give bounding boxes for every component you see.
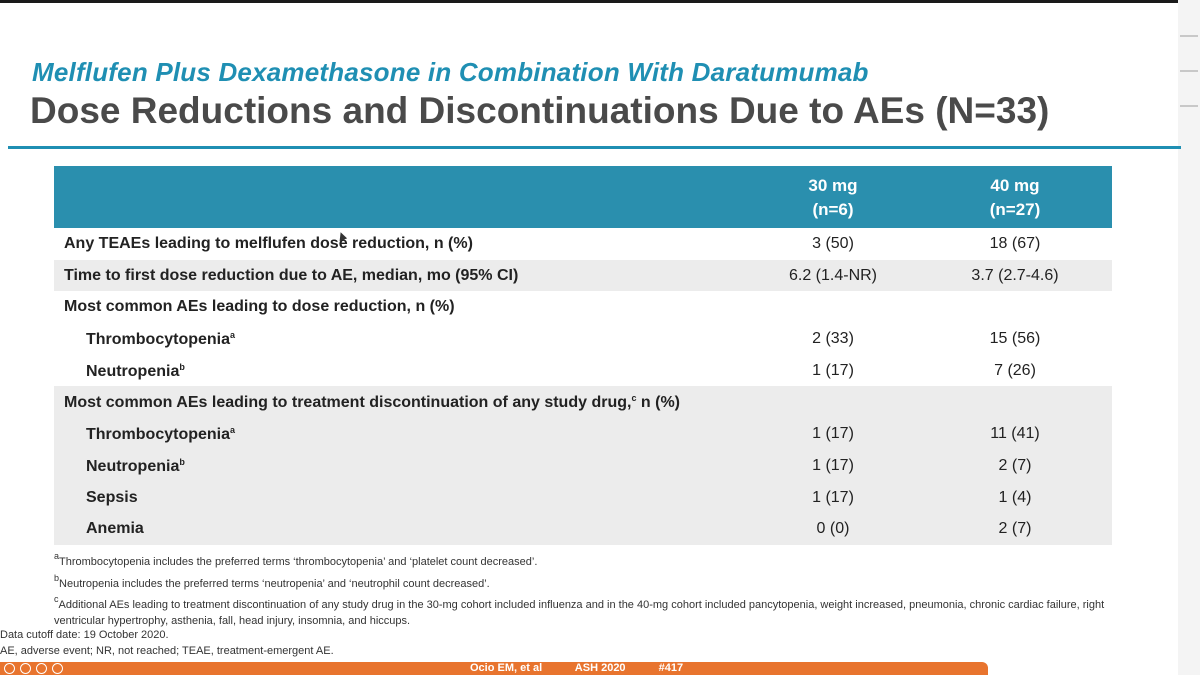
citation-meeting: ASH 2020 [574,662,626,674]
cell-40mg: 7 (26) [994,361,1036,379]
data-cutoff: Data cutoff date: 19 October 2020. [0,629,169,641]
slide-title: Dose Reductions and Discontinuations Due… [30,90,1050,131]
row-label: Anemia [86,520,144,538]
footnote-marker: b [179,361,185,372]
table-header: 30 mg (n=6) 40 mg (n=27) [54,166,1112,228]
column-header-30mg: 30 mg (n=6) [763,174,903,222]
row-label-text: Most common AEs leading to dose reductio… [64,298,455,316]
cell-30mg: 1 (17) [812,488,854,506]
column-header-n: (n=6) [812,200,854,219]
row-label-text: Neutropenia [86,362,180,380]
footnote-marker: a [54,551,60,561]
cell-30mg: 1 (17) [812,361,854,379]
row-label-text: Thrombocytopenia [86,331,231,349]
previous-slide-icon[interactable] [4,663,15,674]
table-row: Any TEAEs leading to melflufen dose redu… [54,228,1112,260]
title-divider [8,146,1181,149]
pen-icon[interactable] [20,663,31,674]
cell-40mg: 3.7 (2.7-4.6) [971,266,1059,284]
row-label-text: Any TEAEs leading to melflufen dose redu… [64,235,473,252]
row-label-text: Neutropenia [86,457,180,475]
column-header-40mg: 40 mg (n=27) [945,174,1085,222]
row-label-text: Thrombocytopenia [86,426,231,444]
right-scrollbar[interactable] [1178,0,1200,675]
row-label: Most common AEs leading to dose reductio… [64,298,455,316]
row-label: Neutropeniab [86,362,185,381]
footnote-marker: a [230,425,236,436]
footnote-b: bNeutropenia includes the preferred term… [54,571,1124,593]
row-label: Thrombocytopeniaa [86,425,235,444]
table-row: Thrombocytopeniaa 1 (17) 11 (41) [54,418,1112,450]
column-header-dose: 30 mg [808,176,858,195]
scroll-mark [1180,70,1198,72]
column-header-dose: 40 mg [990,176,1040,195]
row-label-text: Most common AEs leading to treatment dis… [64,394,632,412]
table-row: Anemia 0 (0) 2 (7) [54,513,1112,545]
row-label-suffix: n (%) [636,394,680,412]
cell-30mg: 3 (50) [812,235,854,252]
footnote-text: Neutropenia includes the preferred terms… [59,577,490,590]
footnote-a: aThrombocytopenia includes the preferred… [54,549,1124,571]
row-label: Most common AEs leading to treatment dis… [64,393,680,412]
cell-40mg: 1 (4) [998,488,1032,506]
table-row: Most common AEs leading to treatment dis… [54,386,1112,419]
more-options-icon[interactable] [52,663,63,674]
row-label: Time to first dose reduction due to AE, … [64,267,518,285]
cell-30mg: 0 (0) [816,520,850,538]
table-row: Neutropeniab 1 (17) 2 (7) [54,449,1112,482]
footnote-text: Thrombocytopenia includes the preferred … [59,556,538,568]
cell-40mg: 11 (41) [990,425,1040,443]
abbreviations: AE, adverse event; NR, not reached; TEAE… [0,645,334,657]
row-label-text: Sepsis [86,488,138,506]
footnote-marker: c [54,594,59,604]
column-header-n: (n=27) [989,200,1041,219]
footer-bar [0,662,988,675]
ae-table: 30 mg (n=6) 40 mg (n=27) Any TEAEs leadi… [54,166,1112,545]
cell-40mg: 15 (56) [989,330,1041,348]
row-label: Neutropeniab [86,457,185,476]
footnote-marker: c [631,393,637,404]
citation: Ocio EM, et al ASH 2020 #417 [470,662,713,675]
footnote-text: Additional AEs leading to treatment disc… [54,599,1105,627]
row-label: Any TEAEs leading to melflufen dose redu… [64,235,473,253]
row-label-text: Time to first dose reduction due to AE, … [64,266,519,284]
cell-30mg: 6.2 (1.4-NR) [788,266,878,284]
table-row: Neutropeniab 1 (17) 7 (26) [54,355,1112,387]
row-label: Thrombocytopeniaa [86,330,235,349]
footnote-marker: b [179,456,185,467]
slide-meta: Data cutoff date: 19 October 2020. AE, a… [0,627,334,659]
citation-poster: #417 [658,662,684,674]
footnote-marker: a [230,330,236,341]
zoom-icon[interactable] [36,663,47,674]
cell-40mg: 2 (7) [998,520,1032,538]
scroll-mark [1180,105,1198,107]
row-label-text: Anemia [86,520,144,538]
table-body: Any TEAEs leading to melflufen dose redu… [54,228,1112,545]
table-row: Sepsis 1 (17) 1 (4) [54,481,1112,514]
citation-author: Ocio EM, et al [470,662,543,674]
cell-30mg: 2 (33) [812,330,854,348]
scroll-mark [1180,35,1198,37]
footnote-marker: b [54,572,60,583]
footnotes: aThrombocytopenia includes the preferred… [54,549,1124,629]
top-border [0,0,1200,3]
table-row: Thrombocytopeniaa 2 (33) 15 (56) [54,323,1112,355]
row-label: Sepsis [86,489,138,507]
table-row: Most common AEs leading to dose reductio… [54,291,1112,323]
footnote-c: cAdditional AEs leading to treatment dis… [54,592,1124,629]
slide-subtitle: Melflufen Plus Dexamethasone in Combinat… [32,57,869,87]
cell-30mg: 1 (17) [812,456,854,474]
cell-30mg: 1 (17) [812,425,854,443]
cell-40mg: 2 (7) [998,456,1032,474]
table-row: Time to first dose reduction due to AE, … [54,259,1112,292]
cell-40mg: 18 (67) [989,235,1041,252]
